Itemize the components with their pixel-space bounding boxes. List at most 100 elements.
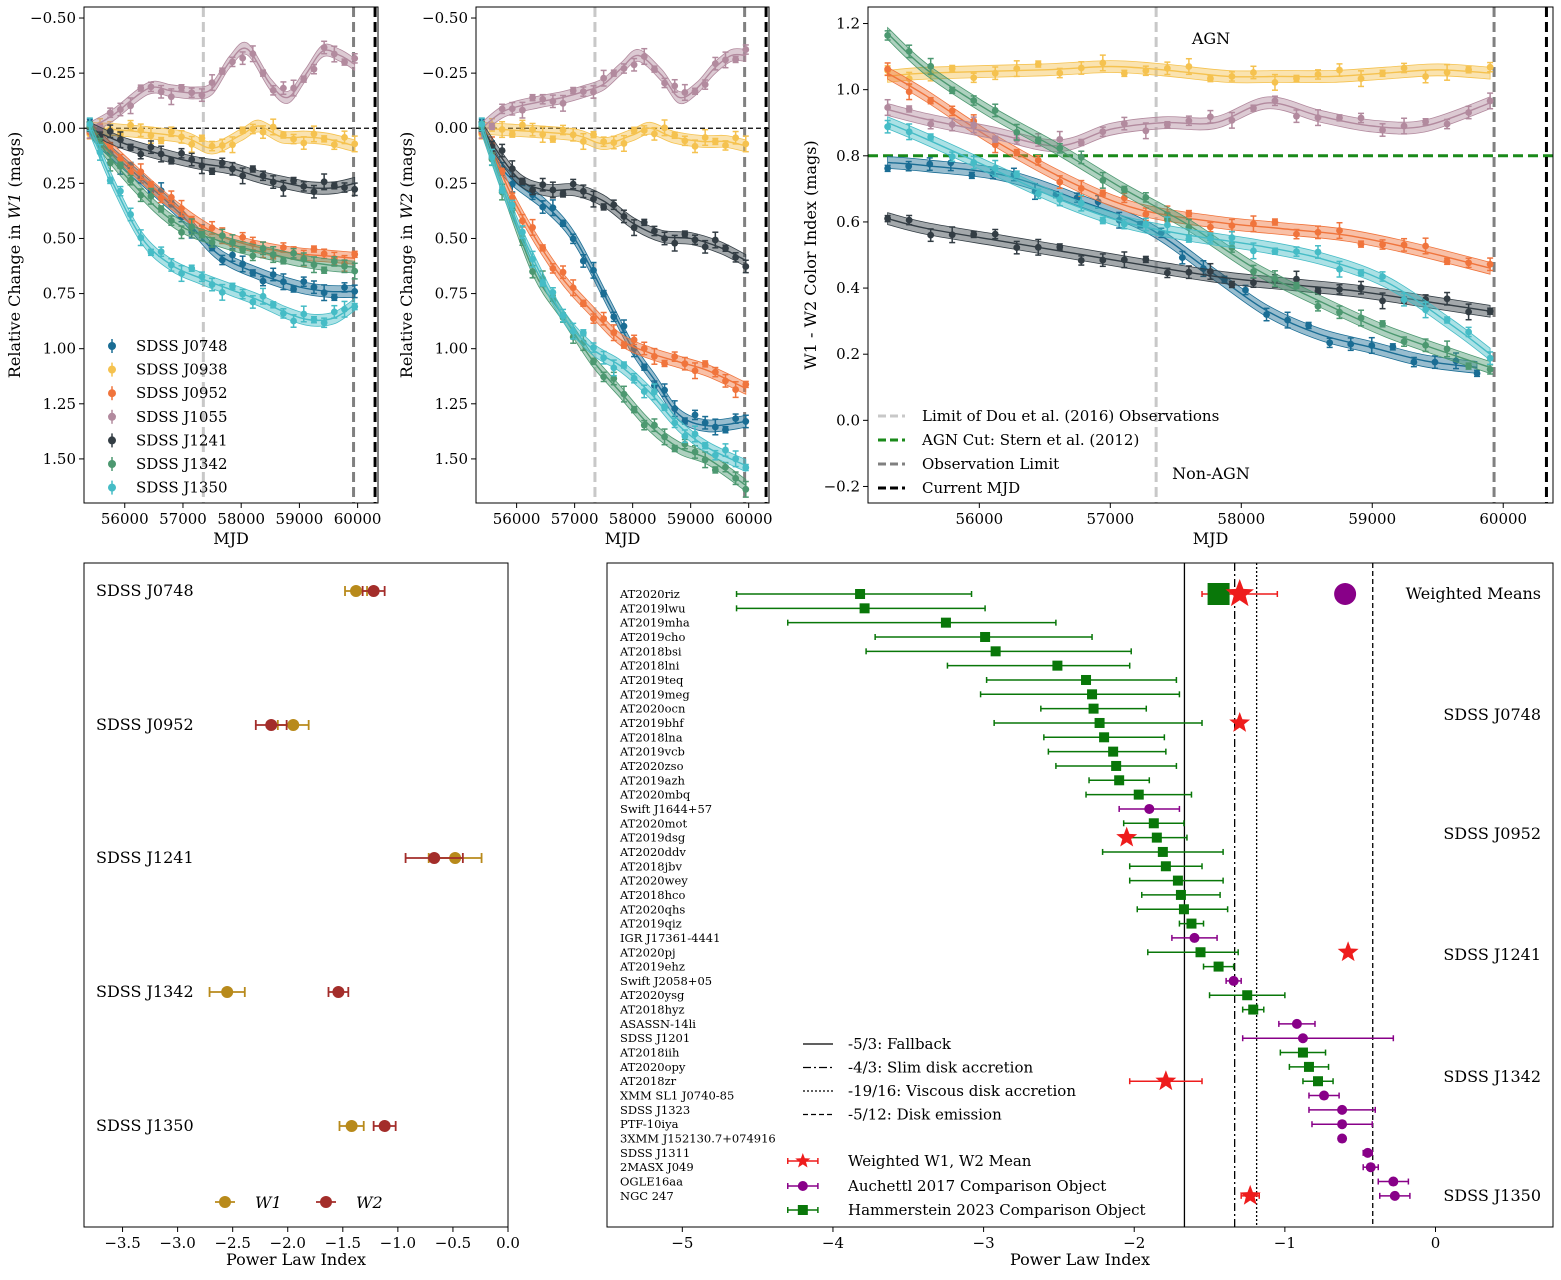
data-point-J1350	[1486, 354, 1494, 362]
data-point-J1055	[188, 89, 196, 97]
series-band-J0952	[481, 122, 747, 395]
data-point-J0938	[1228, 73, 1236, 80]
object-label: AT2018lni	[619, 659, 680, 673]
data-point-J1350	[1271, 247, 1279, 255]
data-point-J1342	[1486, 366, 1494, 373]
axes-frame	[83, 562, 509, 1228]
data-point-J1342	[137, 191, 145, 199]
data-point-J1342	[239, 246, 247, 253]
weighted-mean-star	[1239, 1184, 1261, 1205]
point-auchettl	[1319, 1090, 1330, 1101]
point-W1	[221, 986, 234, 998]
data-point-J1342	[1077, 154, 1085, 161]
series-line-J1350	[887, 122, 1491, 355]
data-point-J0938	[229, 141, 236, 149]
data-point-J1241	[116, 136, 124, 144]
y-axis-label: Relative Change in W2 (mags)	[397, 132, 416, 378]
data-point-J0938	[1465, 66, 1473, 74]
data-point-J1055	[147, 83, 155, 91]
data-point-J1241	[651, 227, 658, 235]
object-label: AT2020mot	[619, 816, 687, 830]
data-point-J1342	[106, 159, 114, 167]
data-point-J1241	[1293, 275, 1300, 283]
data-point-J1055	[127, 102, 134, 110]
legend-square	[797, 1205, 808, 1215]
x-tick-label: 56000	[493, 510, 541, 528]
legend-label: SDSS J0952	[136, 384, 228, 402]
data-point-J1350	[722, 446, 729, 454]
data-point-J1241	[722, 244, 729, 252]
data-point-J1350	[508, 201, 516, 209]
y-tick-label: 0.25	[43, 174, 76, 192]
data-point-J0938	[661, 124, 668, 132]
data-point-J1055	[1228, 116, 1236, 124]
data-point-J0938	[1357, 75, 1365, 83]
point-W2	[378, 1120, 391, 1132]
data-point-J1055	[1443, 120, 1451, 128]
data-point-J1350	[478, 120, 486, 128]
data-point-J0952	[1443, 257, 1451, 265]
data-point-J1342	[1422, 341, 1429, 349]
data-point-J0748	[330, 293, 338, 301]
legend-label: SDSS J0938	[136, 361, 228, 379]
right-label: SDSS J0748	[1443, 705, 1541, 724]
data-point-J0748	[127, 162, 134, 169]
series-line-J0952	[89, 127, 355, 259]
data-point-J1350	[147, 248, 155, 256]
legend-label: W1	[255, 1193, 282, 1212]
data-point-J1241	[1314, 287, 1322, 295]
data-point-J1055	[1185, 117, 1193, 125]
data-point-J0952	[1056, 178, 1064, 186]
weighted-mean-star	[1337, 941, 1359, 962]
data-point-J0938	[1293, 75, 1300, 82]
data-point-J0952	[701, 360, 709, 368]
y-axis-label-part: W2	[397, 193, 416, 220]
data-point-J0952	[905, 88, 913, 96]
data-point-J1342	[147, 192, 155, 200]
point-W2	[265, 719, 278, 731]
data-point-J1055	[1142, 127, 1150, 135]
y-tick-label: 0.8	[836, 147, 860, 165]
data-point-J0748	[661, 386, 668, 394]
object-label: AT2019teq	[619, 673, 684, 687]
data-point-J0748	[926, 160, 934, 168]
data-point-J1241	[178, 149, 185, 157]
y-axis-label-part: Relative Change in	[5, 219, 24, 378]
data-point-J1350	[351, 303, 359, 310]
data-point-J0938	[1422, 73, 1429, 80]
data-point-J0748	[1178, 254, 1186, 262]
legend-marker-J0952	[108, 389, 116, 398]
data-point-J1350	[1034, 190, 1042, 198]
x-tick-label: 60000	[725, 510, 773, 528]
data-point-J0748	[300, 278, 308, 286]
data-point-J1350	[1336, 265, 1343, 273]
data-point-J1350	[198, 273, 206, 281]
data-point-J0952	[579, 299, 587, 307]
data-point-J1241	[1336, 285, 1343, 293]
data-point-J0748	[681, 417, 689, 425]
x-tick-label: 58000	[217, 510, 265, 528]
data-point-J1055	[229, 58, 236, 66]
object-label: OGLE16aa	[620, 1175, 683, 1189]
data-point-J0938	[711, 138, 719, 145]
data-point-J0952	[1099, 189, 1107, 197]
data-point-J0748	[620, 322, 628, 330]
series-line-J1055	[481, 53, 746, 129]
y-axis-label-part: (mags)	[397, 132, 416, 193]
data-point-J1241	[218, 159, 226, 167]
data-point-J1350	[341, 305, 348, 313]
data-point-J1241	[1163, 269, 1171, 277]
data-point-J1342	[218, 232, 226, 240]
data-point-J0952	[1250, 220, 1257, 228]
data-point-J0938	[590, 131, 597, 139]
object-label: AT2019azh	[619, 773, 686, 787]
data-point-J0952	[1293, 230, 1300, 238]
data-point-J1350	[269, 301, 277, 309]
point-hammerstein	[1114, 775, 1125, 786]
object-label: SDSS J0748	[96, 581, 194, 600]
data-point-J0748	[539, 203, 547, 211]
data-point-J1350	[884, 123, 892, 131]
object-label: SDSS J1323	[620, 1103, 690, 1117]
legend-label: SDSS J1055	[136, 408, 228, 426]
data-point-J1055	[1077, 139, 1085, 146]
